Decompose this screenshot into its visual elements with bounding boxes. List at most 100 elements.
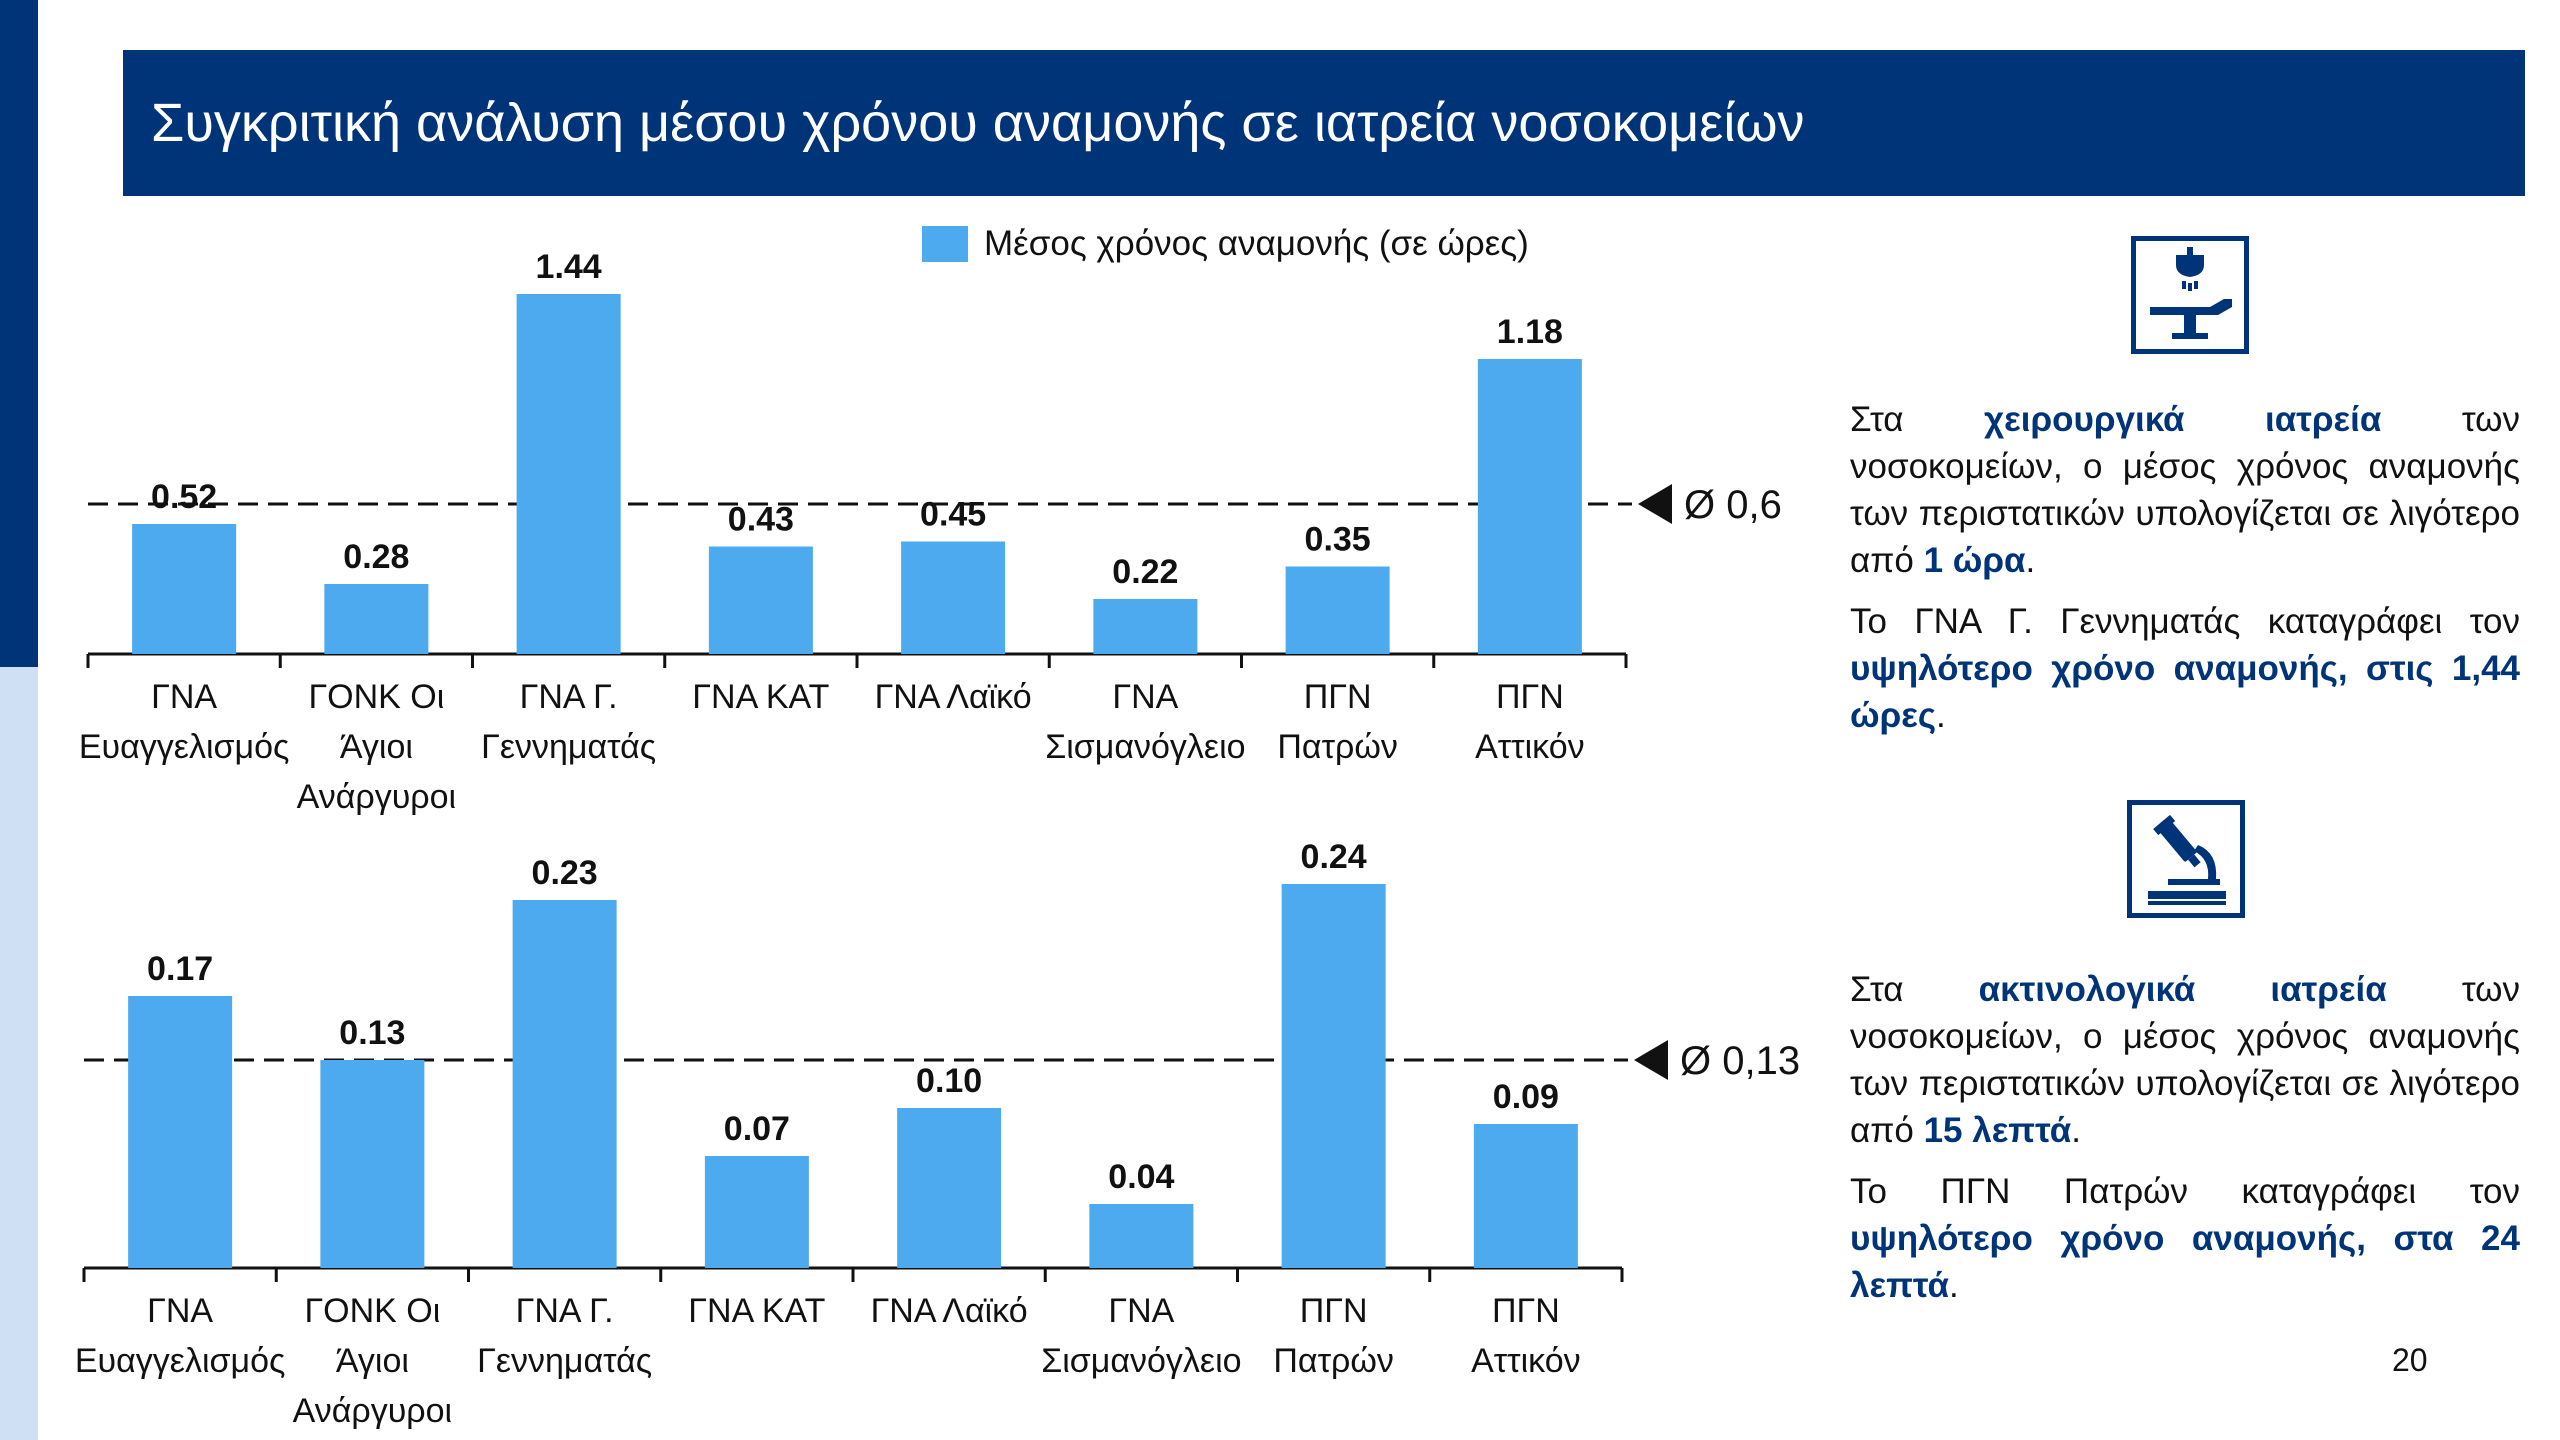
- chart-0-value-label: 0.22: [1112, 553, 1178, 591]
- body-text: των νοσοκομείων, ο μέσος χρόνος αναμονής…: [1850, 400, 2520, 580]
- body-text: Το ΠΓΝ Πατρών καταγράφει τον: [1850, 1172, 2520, 1211]
- body-text: Στα: [1850, 970, 1979, 1009]
- surgical-info-text: Στα χειρουργικά ιατρεία των νοσοκομείων,…: [1850, 396, 2520, 753]
- chart-0-category-label: Αττικόν: [1475, 728, 1585, 766]
- chart-1-category-label: ΓΝΑ: [147, 1292, 213, 1330]
- chart-1-value-label: 0.07: [724, 1110, 790, 1148]
- chart-1-average-marker: [1634, 1040, 1668, 1080]
- chart-0-bar: [516, 294, 621, 654]
- chart-1-bar: [512, 900, 617, 1268]
- chart-0-value-label: 0.45: [920, 496, 986, 534]
- chart-0-bar: [1285, 566, 1390, 654]
- chart-1-bar: [897, 1108, 1002, 1268]
- chart-0-average-marker: [1638, 484, 1672, 524]
- chart-0-category-label: Άγιοι: [340, 728, 413, 766]
- chart-0-bar: [132, 524, 237, 654]
- legend-label: Μέσος χρόνος αναμονής (σε ώρες): [984, 224, 1529, 263]
- chart-0-category-label: ΓΝΑ ΚΑΤ: [692, 678, 829, 716]
- highlight-text: υψηλότερο χρόνο αναμονής, στα 24 λεπτά: [1850, 1219, 2520, 1305]
- body-text: .: [1949, 1266, 1959, 1305]
- chart-0-category-label: ΓΝΑ: [1112, 678, 1178, 716]
- chart-1-category-label: Ανάργυροι: [293, 1392, 452, 1430]
- left-accent-bar-light: [0, 667, 38, 1440]
- chart-1-value-label: 0.13: [339, 1014, 405, 1052]
- chart-1-category-label: Ευαγγελισμός: [75, 1342, 286, 1380]
- info-paragraph: Στα ακτινολογικά ιατρεία των νοσοκομείων…: [1850, 966, 2520, 1154]
- chart-0-bar: [901, 541, 1006, 654]
- chart-1-category-label: ΠΓΝ: [1492, 1292, 1560, 1330]
- page-title: Συγκριτική ανάλυση μέσου χρόνου αναμονής…: [151, 93, 1805, 153]
- body-text: των νοσοκομείων, ο μέσος χρόνος αναμονής…: [1850, 970, 2521, 1150]
- surgical-lamp-icon: [2131, 236, 2249, 354]
- microscope-icon: [2127, 800, 2245, 918]
- body-text: Το ΓΝΑ Γ. Γεννηματάς καταγράφει τον: [1850, 602, 2520, 641]
- chart-surgical: Ø 0,6 0.52 ΓΝΑ Ευαγγελισμός 0.28 ΓΟΝΚ Οι Άγιοι…: [79, 248, 1782, 816]
- chart-0-value-label: 1.44: [536, 248, 602, 286]
- chart-0-category-label: Ευαγγελισμός: [79, 728, 290, 766]
- chart-0-bar: [324, 584, 429, 654]
- legend-swatch: [922, 226, 968, 262]
- chart-1-category-label: Άγιοι: [336, 1342, 409, 1380]
- chart-0-category-label: Γεννηματάς: [481, 728, 656, 766]
- chart-1-value-label: 0.10: [916, 1062, 982, 1100]
- chart-1-category-label: Σισμανόγλειο: [1041, 1342, 1241, 1380]
- chart-0-bar: [1093, 599, 1198, 654]
- chart-0-value-label: 0.28: [343, 538, 409, 576]
- chart-1-bar: [1281, 884, 1386, 1268]
- chart-0-value-label: 1.18: [1497, 313, 1563, 351]
- highlight-text: 15 λεπτά: [1923, 1111, 2072, 1150]
- chart-1-category-label: ΠΓΝ: [1300, 1292, 1368, 1330]
- highlight-text: υψηλότερο χρόνο αναμονής, στις 1,44 ώρες: [1850, 649, 2520, 735]
- chart-0-category-label: ΓΝΑ: [151, 678, 217, 716]
- chart-1-bar: [704, 1156, 809, 1268]
- chart-0-value-label: 0.35: [1305, 521, 1371, 559]
- chart-1-value-label: 0.23: [532, 854, 598, 892]
- info-paragraph: Το ΠΓΝ Πατρών καταγράφει τον υψηλότερο χ…: [1850, 1168, 2520, 1309]
- chart-0-category-label: Σισμανόγλειο: [1045, 728, 1245, 766]
- info-paragraph: Στα χειρουργικά ιατρεία των νοσοκομείων,…: [1850, 396, 2520, 584]
- chart-1-value-label: 0.17: [147, 950, 213, 988]
- chart-0-value-label: 0.43: [728, 501, 794, 539]
- chart-1-bar: [320, 1060, 425, 1268]
- chart-1-category-label: ΓΝΑ: [1108, 1292, 1174, 1330]
- chart-0-bar: [708, 546, 813, 654]
- chart-1-category-label: ΓΝΑ Λαϊκό: [871, 1292, 1028, 1330]
- body-text: .: [2071, 1111, 2082, 1150]
- chart-0-category-label: ΓΟΝΚ Οι: [308, 678, 444, 716]
- body-text: .: [1936, 696, 1946, 735]
- left-accent-bar: [0, 0, 38, 667]
- chart-1-value-label: 0.09: [1493, 1078, 1559, 1116]
- highlight-text: ακτινολογικά ιατρεία: [1978, 970, 2387, 1009]
- chart-0-category-label: ΠΓΝ: [1496, 678, 1564, 716]
- chart-1-bar: [1473, 1124, 1578, 1268]
- chart-1-category-label: ΓΝΑ Γ.: [516, 1292, 614, 1330]
- chart-1-bar: [128, 996, 233, 1268]
- radiology-info-text: Στα ακτινολογικά ιατρεία των νοσοκομείων…: [1850, 966, 2520, 1323]
- title-bar: Συγκριτική ανάλυση μέσου χρόνου αναμονής…: [123, 50, 2525, 196]
- chart-1-value-label: 0.24: [1301, 838, 1367, 876]
- highlight-text: 1 ώρα: [1923, 541, 2026, 580]
- chart-0-category-label: ΓΝΑ Λαϊκό: [875, 678, 1032, 716]
- body-text: Στα: [1850, 400, 1984, 439]
- chart-0-average-label: Ø 0,6: [1684, 483, 1782, 527]
- highlight-text: χειρουργικά ιατρεία: [1983, 400, 2382, 439]
- chart-1-average-label: Ø 0,13: [1680, 1039, 1800, 1083]
- chart-1-value-label: 0.04: [1108, 1158, 1174, 1196]
- chart-1-category-label: Γεννηματάς: [477, 1342, 652, 1380]
- chart-0-category-label: Ανάργυροι: [297, 778, 456, 816]
- chart-1-category-label: ΓΟΝΚ Οι: [304, 1292, 440, 1330]
- chart-0-category-label: ΓΝΑ Γ.: [520, 678, 618, 716]
- chart-legend: Μέσος χρόνος αναμονής (σε ώρες): [922, 224, 1529, 264]
- chart-1-bar: [1089, 1204, 1194, 1268]
- chart-1-category-label: ΓΝΑ ΚΑΤ: [688, 1292, 825, 1330]
- chart-1-category-label: Πατρών: [1273, 1342, 1394, 1380]
- body-text: .: [2025, 541, 2036, 580]
- chart-0-category-label: ΠΓΝ: [1304, 678, 1372, 716]
- chart-0-category-label: Πατρών: [1277, 728, 1398, 766]
- chart-0-bar: [1477, 359, 1582, 654]
- chart-1-category-label: Αττικόν: [1471, 1342, 1581, 1380]
- chart-radiology: Ø 0,13 0.17 ΓΝΑ Ευαγγελισμός 0.13 ΓΟΝΚ Οι Άγιο…: [75, 838, 1800, 1430]
- page-number: 20: [2392, 1342, 2428, 1378]
- chart-0-value-label: 0.52: [151, 478, 217, 516]
- info-paragraph: Το ΓΝΑ Γ. Γεννηματάς καταγράφει τον υψηλ…: [1850, 598, 2520, 739]
